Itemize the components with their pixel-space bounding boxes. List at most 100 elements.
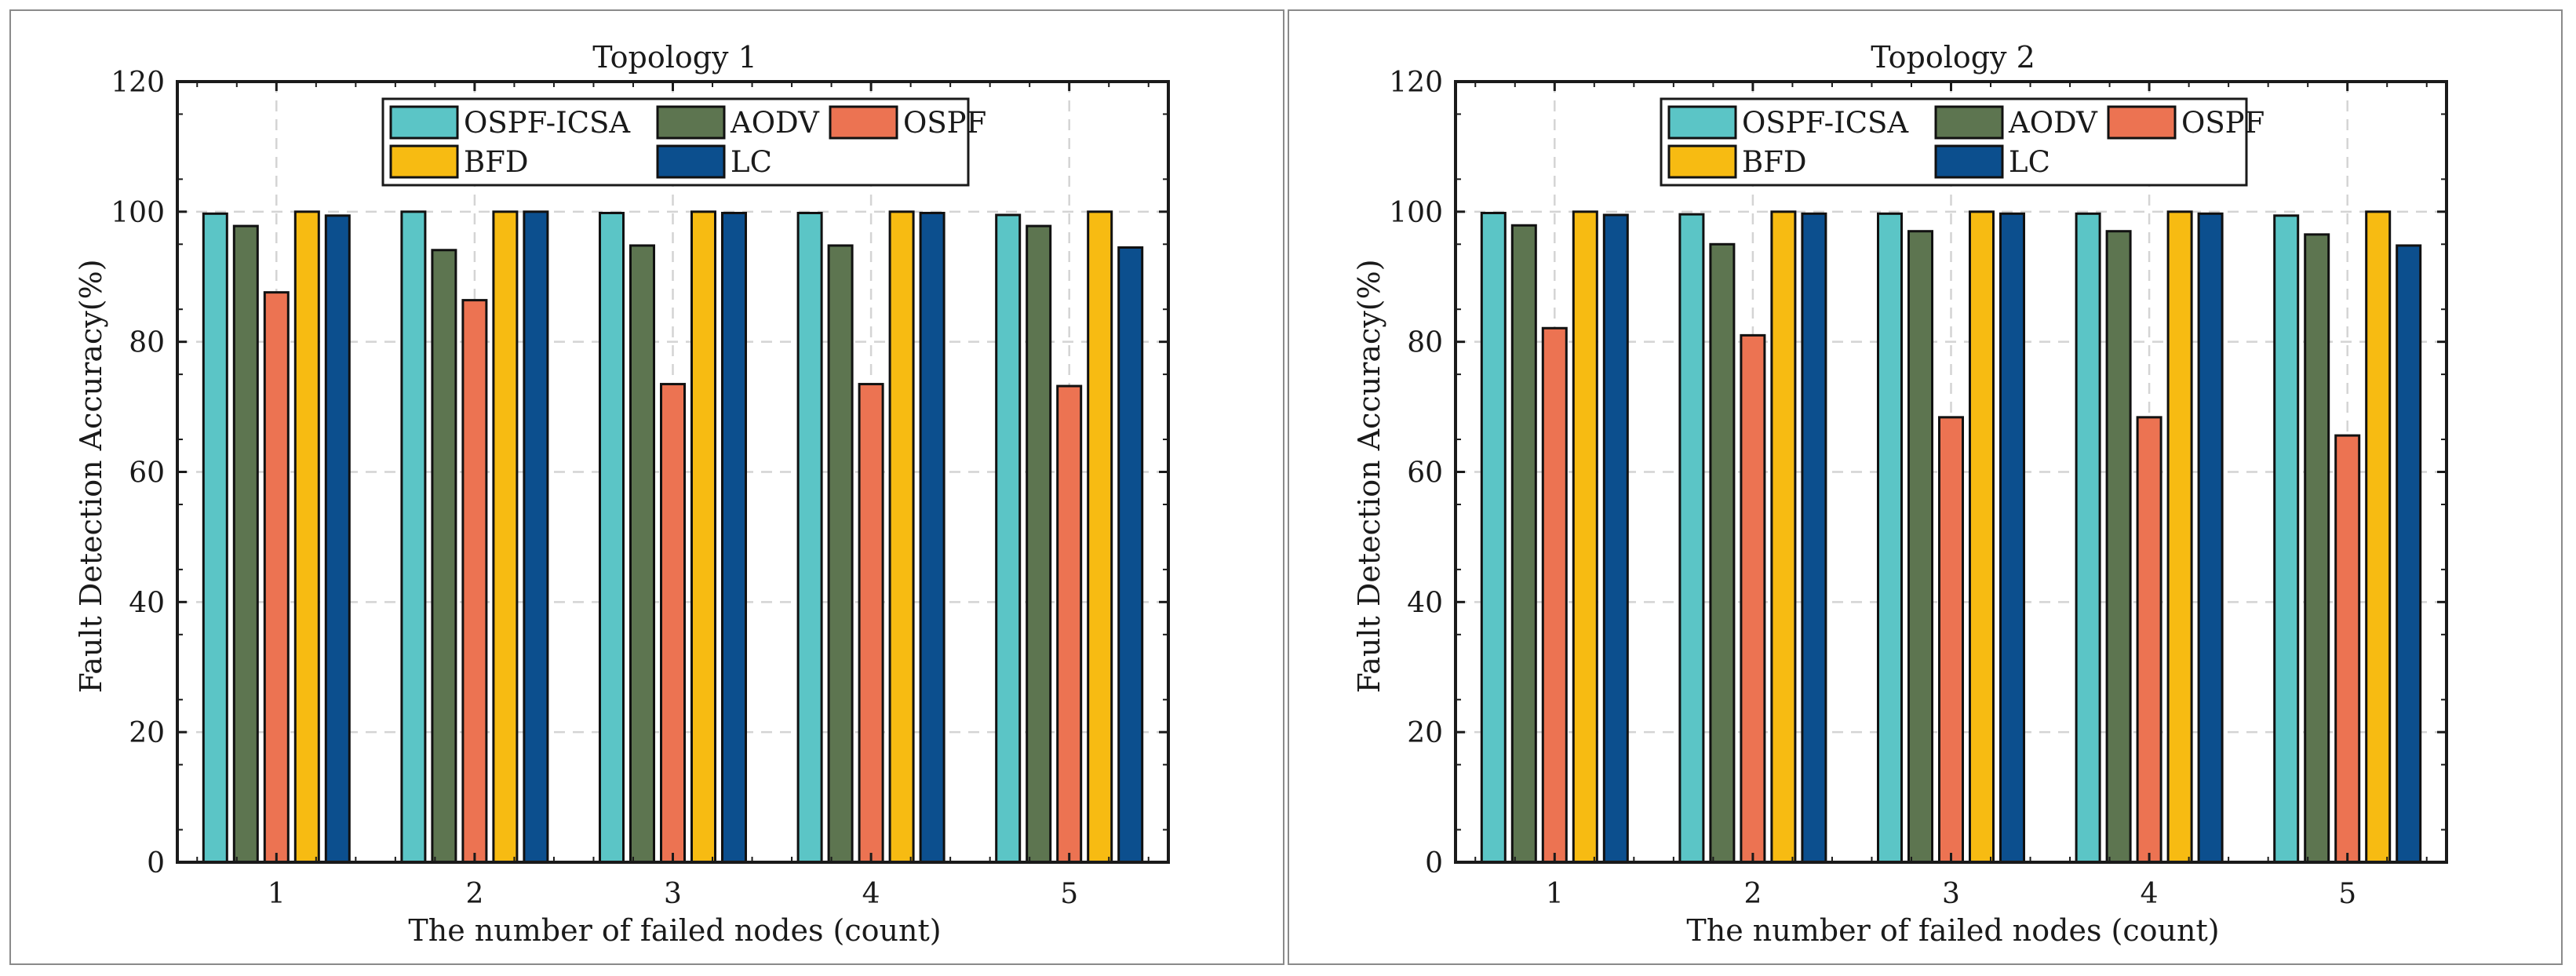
bar-ospf-2 bbox=[461, 299, 488, 864]
bar-lc-5 bbox=[2396, 244, 2422, 864]
y-tick-label: 40 bbox=[129, 587, 165, 619]
x-tick-label: 1 bbox=[268, 878, 286, 910]
y-tick-label: 120 bbox=[111, 67, 165, 99]
chart-title: Topology 1 bbox=[592, 40, 757, 75]
legend-label-ospf: OSPF bbox=[903, 106, 986, 140]
bar-ospf-3 bbox=[660, 383, 686, 864]
legend-label-bfd: BFD bbox=[1742, 145, 1807, 179]
bar-ospf-icsa-5 bbox=[995, 213, 1022, 864]
y-tick-label: 80 bbox=[129, 327, 165, 359]
bar-aodv-3 bbox=[629, 244, 655, 864]
legend-label-lc: LC bbox=[2009, 145, 2050, 179]
bar-ospf-4 bbox=[858, 383, 884, 864]
legend-swatch-bfd bbox=[389, 144, 459, 179]
y-axis-label: Fault Detection Accuracy(%) bbox=[1352, 259, 1386, 693]
bar-aodv-4 bbox=[2105, 230, 2132, 864]
legend-swatch-ospf bbox=[829, 105, 898, 140]
chart-title: Topology 2 bbox=[1871, 40, 2035, 75]
x-axis-label: The number of failed nodes (count) bbox=[408, 913, 941, 948]
bar-ospf-icsa-1 bbox=[202, 212, 228, 864]
bar-ospf-1 bbox=[1541, 326, 1568, 864]
y-tick-label: 40 bbox=[1407, 587, 1443, 619]
legend-swatch-ospf bbox=[2107, 105, 2177, 140]
bar-chart-topology-2: Topology 2 The number of failed nodes (c… bbox=[1352, 40, 2448, 948]
bar-bfd-4 bbox=[888, 210, 915, 864]
bar-lc-2 bbox=[523, 210, 549, 864]
bar-lc-3 bbox=[1999, 212, 2025, 864]
bar-aodv-2 bbox=[1709, 242, 1736, 864]
bar-ospf-1 bbox=[263, 291, 290, 864]
y-axis-label: Fault Detection Accuracy(%) bbox=[74, 259, 108, 693]
bar-ospf-icsa-1 bbox=[1480, 211, 1507, 864]
y-tick-label: 0 bbox=[147, 847, 165, 879]
x-tick-label: 5 bbox=[1060, 878, 1078, 910]
bar-aodv-4 bbox=[827, 244, 854, 864]
bar-bfd-1 bbox=[293, 210, 320, 864]
legend-label-ospf-icsa: OSPF-ICSA bbox=[1742, 106, 1909, 140]
bar-aodv-1 bbox=[232, 224, 259, 864]
bar-ospf-icsa-2 bbox=[1678, 213, 1705, 864]
y-tick-label: 20 bbox=[129, 717, 165, 749]
plot-frame bbox=[176, 80, 1170, 864]
chart-panel-topology-1: Topology 1 The number of failed nodes (c… bbox=[9, 9, 1284, 965]
x-tick-label: 5 bbox=[2338, 878, 2356, 910]
y-tick-label: 80 bbox=[1407, 327, 1443, 359]
y-tick-label: 60 bbox=[129, 457, 165, 490]
bar-ospf-2 bbox=[1740, 333, 1766, 864]
bar-bfd-2 bbox=[492, 210, 519, 864]
x-tick-label: 1 bbox=[1546, 878, 1564, 910]
bar-bfd-5 bbox=[2365, 210, 2392, 864]
x-tick-label: 4 bbox=[2141, 878, 2159, 910]
bar-ospf-icsa-3 bbox=[599, 211, 625, 864]
bar-aodv-5 bbox=[2304, 233, 2330, 864]
bar-ospf-icsa-3 bbox=[1877, 212, 1903, 864]
bar-lc-4 bbox=[2197, 212, 2224, 864]
bar-lc-1 bbox=[324, 214, 351, 864]
y-tick-label: 60 bbox=[1407, 457, 1443, 490]
bar-ospf-icsa-4 bbox=[2075, 212, 2101, 864]
bar-ospf-icsa-2 bbox=[400, 210, 427, 864]
legend-swatch-ospf-icsa bbox=[389, 105, 459, 140]
bar-aodv-2 bbox=[431, 249, 457, 864]
y-tick-label: 100 bbox=[111, 197, 165, 229]
bar-bfd-4 bbox=[2166, 210, 2193, 864]
y-tick-label: 20 bbox=[1407, 717, 1443, 749]
bar-ospf-icsa-5 bbox=[2273, 214, 2300, 864]
legend-label-lc: LC bbox=[731, 145, 772, 179]
bar-aodv-3 bbox=[1907, 230, 1933, 864]
bar-ospf-5 bbox=[1056, 384, 1083, 864]
legend-label-aodv: AODV bbox=[730, 106, 820, 140]
legend-swatch-aodv bbox=[656, 105, 726, 140]
x-tick-label: 2 bbox=[1743, 878, 1762, 910]
x-axis-label: The number of failed nodes (count) bbox=[1686, 913, 2219, 948]
bar-ospf-4 bbox=[2136, 416, 2162, 864]
x-tick-label: 4 bbox=[862, 878, 880, 910]
y-tick-label: 120 bbox=[1389, 67, 1443, 99]
bar-bfd-3 bbox=[690, 210, 716, 864]
bar-ospf-5 bbox=[2334, 434, 2361, 864]
legend-label-ospf-icsa: OSPF-ICSA bbox=[464, 106, 631, 140]
bar-lc-5 bbox=[1117, 246, 1144, 864]
bar-bfd-2 bbox=[1770, 210, 1797, 864]
bar-ospf-3 bbox=[1938, 416, 1964, 864]
bar-lc-4 bbox=[919, 211, 946, 864]
bar-lc-2 bbox=[1801, 212, 1827, 864]
legend-label-aodv: AODV bbox=[2008, 106, 2098, 140]
y-tick-label: 100 bbox=[1389, 197, 1443, 229]
bar-bfd-3 bbox=[1969, 210, 1995, 864]
legend-label-bfd: BFD bbox=[464, 145, 529, 179]
legend-swatch-bfd bbox=[1667, 144, 1737, 179]
bar-aodv-5 bbox=[1026, 224, 1052, 864]
legend-swatch-lc bbox=[656, 144, 726, 179]
bar-lc-1 bbox=[1602, 213, 1629, 864]
x-tick-label: 3 bbox=[1942, 878, 1960, 910]
x-tick-label: 2 bbox=[465, 878, 483, 910]
bar-chart-topology-1: Topology 1 The number of failed nodes (c… bbox=[74, 40, 1170, 948]
bar-aodv-1 bbox=[1510, 224, 1537, 864]
plot-frame bbox=[1454, 80, 2448, 864]
x-tick-label: 3 bbox=[664, 878, 682, 910]
legend-label-ospf: OSPF bbox=[2181, 106, 2264, 140]
bar-bfd-5 bbox=[1087, 210, 1113, 864]
legend-swatch-lc bbox=[1934, 144, 2004, 179]
bar-ospf-icsa-4 bbox=[796, 211, 823, 864]
